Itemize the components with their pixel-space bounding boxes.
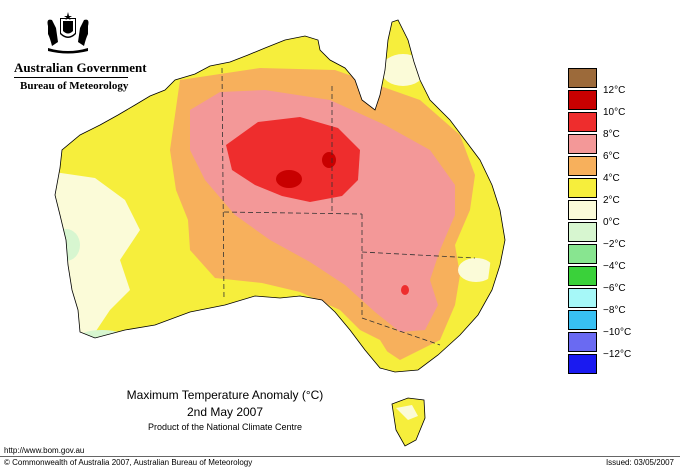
legend-label: 8°C: [603, 129, 620, 140]
legend-swatch: [568, 156, 597, 176]
legend-swatch: [568, 310, 597, 330]
legend-swatch: [568, 134, 597, 154]
bom-logo: Australian Government Bureau of Meteorol…: [0, 0, 150, 100]
legend-swatch: [568, 288, 597, 308]
legend-swatch: [568, 68, 597, 88]
legend-swatch: [568, 354, 597, 374]
temperature-legend: 12°C 10°C 8°C 6°C 4°C 2°C 0°C −2°C −4°C …: [568, 68, 632, 383]
legend-swatch: [568, 332, 597, 352]
map-product-credit: Product of the National Climate Centre: [147, 422, 303, 432]
legend-swatch: [568, 90, 597, 110]
legend-label: −6°C: [603, 283, 626, 294]
header-divider: [14, 77, 128, 78]
map-date: 2nd May 2007: [186, 405, 264, 419]
legend-swatch: [568, 244, 597, 264]
legend-swatch: [568, 266, 597, 286]
legend-label: 0°C: [603, 217, 620, 228]
government-title: Australian Government: [14, 60, 147, 75]
legend-swatch: [568, 222, 597, 242]
legend-swatch: [568, 200, 597, 220]
legend-label: 4°C: [603, 173, 620, 184]
legend-swatch: [568, 112, 597, 132]
footer-divider: [0, 456, 680, 457]
issued-date: Issued: 03/05/2007: [605, 458, 674, 467]
map-title: Maximum Temperature Anomaly (°C): [126, 388, 324, 402]
legend-label: 12°C: [603, 85, 626, 96]
legend-label: −2°C: [603, 239, 626, 250]
copyright-notice: © Commonwealth of Australia 2007, Austra…: [4, 458, 253, 467]
legend-swatch: [568, 178, 597, 198]
legend-label: 2°C: [603, 195, 620, 206]
legend-label: −10°C: [603, 327, 632, 338]
bureau-title: Bureau of Meteorology: [20, 80, 129, 92]
legend-label: −12°C: [603, 349, 632, 360]
coat-of-arms-icon: [47, 12, 89, 54]
legend-label: 6°C: [603, 151, 620, 162]
legend-label: −8°C: [603, 305, 626, 316]
legend-label: −4°C: [603, 261, 626, 272]
legend-label: 10°C: [603, 107, 626, 118]
website-link[interactable]: http://www.bom.gov.au: [4, 446, 85, 455]
